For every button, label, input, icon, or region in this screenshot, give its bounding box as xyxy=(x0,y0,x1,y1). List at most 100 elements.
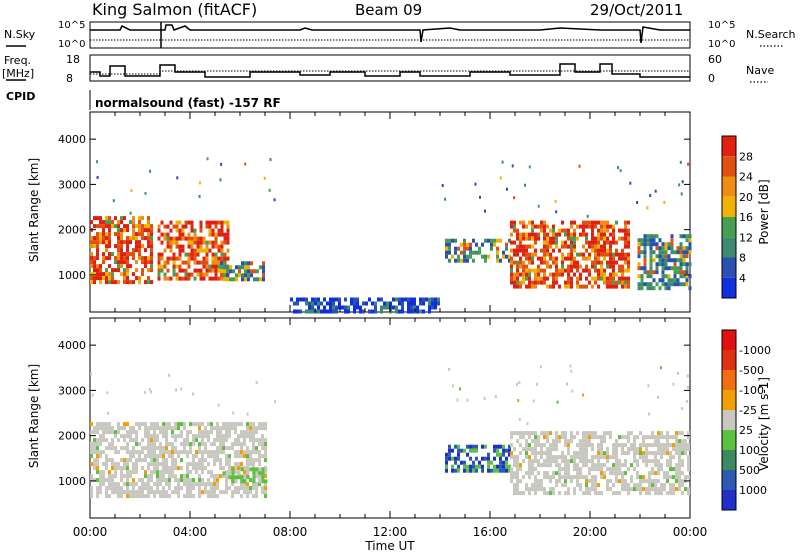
velocity-cell-r3 xyxy=(624,463,627,468)
velocity-cell-r3 xyxy=(600,451,603,456)
power-cell-r4 xyxy=(582,224,585,229)
power-cell-r3 xyxy=(481,242,484,247)
velocity-cell-r3 xyxy=(636,471,639,476)
power-cell-r4 xyxy=(618,280,621,285)
power-cell-r5 xyxy=(649,250,653,255)
power-cell-r4 xyxy=(612,228,615,233)
velocity-cell-r2 xyxy=(481,464,484,469)
velocity-cell-r2 xyxy=(457,452,460,457)
power-cell-r0 xyxy=(147,216,150,221)
freq-tick-bottom: 8 xyxy=(66,72,73,85)
power-cell-r4 xyxy=(540,228,543,233)
velocity-cell-r0 xyxy=(138,450,141,455)
velocity-cell-r0 xyxy=(165,450,168,455)
velocity-cell-r0 xyxy=(216,446,219,451)
velocity-cell-r3 xyxy=(672,483,675,488)
power-cell-r5 xyxy=(640,266,644,271)
power-cell-r0 xyxy=(135,224,138,229)
velocity-cell-r0 xyxy=(222,422,225,427)
power-cell-r1 xyxy=(220,220,224,225)
velocity-cell-r0 xyxy=(165,442,168,447)
velocity-cell-r0 xyxy=(213,426,216,431)
velocity-cell-r3 xyxy=(669,487,672,492)
power-cell-r5 xyxy=(679,274,683,279)
power-cell-r5 xyxy=(646,274,650,279)
power-cell-r3 xyxy=(463,254,466,259)
power-cell-r3 xyxy=(484,238,487,243)
power-cell-r0 xyxy=(117,260,120,265)
power-cell-r0 xyxy=(147,224,150,229)
velocity-cell-r2 xyxy=(493,448,496,453)
velocity-cell-r3 xyxy=(543,443,546,448)
velocity-cell-r3 xyxy=(561,435,564,440)
power-cell-r0 xyxy=(120,216,123,221)
velocity-cell-r3 xyxy=(546,459,549,464)
power-cell-r4 xyxy=(603,276,606,281)
velocity-cell-r3 xyxy=(639,443,642,448)
velocity-cell-r0 xyxy=(246,462,249,467)
velocity-cell-r3 xyxy=(591,443,594,448)
velocity-sparse-echo xyxy=(657,395,660,399)
power-cell-r6 xyxy=(368,309,371,314)
power-cell-r6 xyxy=(377,297,380,302)
freq-label-1: Freq. xyxy=(4,54,31,67)
velocity-cell-r2 xyxy=(505,456,508,461)
velocity-cell-r3 xyxy=(588,471,591,476)
velocity-cell-r3 xyxy=(678,455,681,460)
power-cell-r3 xyxy=(445,250,448,255)
power-cell-r4 xyxy=(543,256,546,261)
velocity-cell-r2 xyxy=(505,460,508,465)
velocity-cell-r0 xyxy=(258,482,261,487)
velocity-cell-r0 xyxy=(171,446,174,451)
power-cell-r0 xyxy=(120,264,123,269)
velocity-cell-r0 xyxy=(225,478,228,483)
power-cell-r1 xyxy=(199,268,203,273)
velocity-cell-r0 xyxy=(219,426,222,431)
velocity-cell-r0 xyxy=(243,438,246,443)
velocity-cell-r3 xyxy=(612,467,615,472)
velocity-cell-r0 xyxy=(117,430,120,435)
velocity-sparse-echo xyxy=(255,381,258,384)
velocity-cell-r3 xyxy=(549,479,552,484)
power-cell-r1 xyxy=(196,236,200,241)
power-cell-r4 xyxy=(531,268,534,273)
power-cell-r1 xyxy=(223,240,227,245)
power-cell-r6 xyxy=(437,301,440,306)
velocity-cell-r3 xyxy=(564,479,567,484)
velocity-cell-r0 xyxy=(93,466,96,471)
velocity-cell-r0 xyxy=(237,454,240,459)
velocity-cell-r3 xyxy=(660,451,663,456)
velocity-cell-r0 xyxy=(102,426,105,431)
velocity-cell-r0 xyxy=(156,438,159,443)
velocity-cell-r0 xyxy=(114,446,117,451)
velocity-cell-r0 xyxy=(186,482,189,487)
velocity-cell-r3 xyxy=(627,435,630,440)
power-cell-r3 xyxy=(466,258,469,263)
power-cell-r4 xyxy=(546,224,549,229)
power-cell-r5 xyxy=(649,258,653,263)
velocity-cell-r3 xyxy=(642,435,645,440)
power-cell-r0 xyxy=(93,240,96,245)
power-cell-r4 xyxy=(540,224,543,229)
power-cell-r4 xyxy=(570,232,573,237)
velocity-cell-r0 xyxy=(168,470,171,475)
power-cell-r4 xyxy=(561,268,564,273)
velocity-cell-r3 xyxy=(540,483,543,488)
velocity-cell-r3 xyxy=(666,435,669,440)
velocity-cell-r0 xyxy=(174,478,177,483)
velocity-cell-r3 xyxy=(564,459,567,464)
power-cell-r6 xyxy=(374,305,377,310)
velocity-cell-r0 xyxy=(192,466,195,471)
ytick-label: 1000 xyxy=(58,269,86,282)
power-cell-r4 xyxy=(510,280,513,285)
velocity-cell-r0 xyxy=(195,422,198,427)
power-cell-r5 xyxy=(637,238,641,243)
power-cell-r1 xyxy=(193,248,197,253)
velocity-cell-r3 xyxy=(513,431,516,436)
velocity-cell-r0 xyxy=(240,430,243,435)
velocity-cell-r3 xyxy=(636,459,639,464)
velocity-cell-r3 xyxy=(621,463,624,468)
velocity-cell-r2 xyxy=(496,448,499,453)
power-cell-r2 xyxy=(220,261,223,266)
power-cell-r6 xyxy=(293,309,296,314)
